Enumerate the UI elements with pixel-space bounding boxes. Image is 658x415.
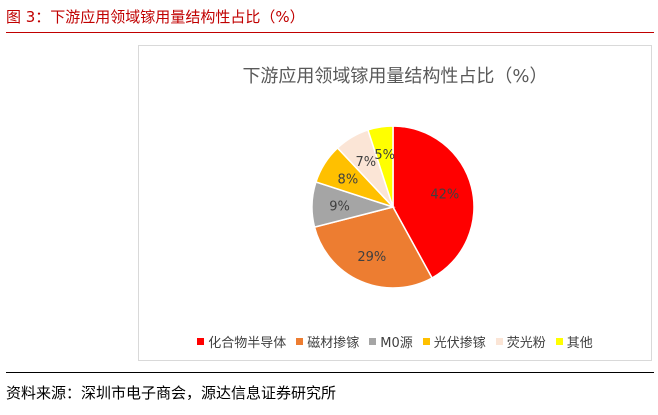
- legend-swatch: [422, 338, 430, 345]
- legend-label: 光伏掺镓: [433, 336, 486, 351]
- legend-item: M0源: [369, 332, 413, 351]
- pie-data-label: 42%: [430, 188, 459, 203]
- pie-data-label: 7%: [355, 155, 376, 170]
- legend-label: M0源: [380, 336, 413, 351]
- chart-area: 下游应用领域镓用量结构性占比（%） 42% 29% 9% 8% 7% 5% 化合物半导体 磁…: [138, 45, 652, 361]
- pie-slice: [392, 125, 475, 280]
- legend-label: 化合物半导体: [208, 336, 287, 351]
- pie-slice: [313, 206, 434, 289]
- pie-data-label: 29%: [357, 250, 386, 265]
- legend-item: 光伏掺镓: [422, 332, 486, 351]
- legend-item: 磁材掺镓: [296, 332, 359, 351]
- chart-legend: 化合物半导体 磁材掺镓 M0源 光伏掺镓 荧光粉 其他: [139, 332, 651, 351]
- legend-label: 荧光粉: [506, 336, 546, 351]
- legend-swatch: [296, 338, 304, 345]
- source-divider: [6, 372, 654, 373]
- pie-data-label: 8%: [338, 172, 359, 187]
- legend-swatch: [197, 338, 205, 345]
- legend-label: 其他: [566, 336, 593, 351]
- legend-item: 其他: [555, 332, 593, 351]
- source-note: 资料来源：深圳市电子商会，源达信息证券研究所: [6, 384, 337, 402]
- pie-chart: 42% 29% 9% 8% 7%5%: [311, 125, 475, 289]
- legend-item: 化合物半导体: [197, 332, 286, 351]
- legend-label: 磁材掺镓: [307, 336, 360, 351]
- pie-data-label: 9%: [329, 199, 350, 214]
- pie-slice: [367, 125, 394, 208]
- caption-divider: [6, 32, 654, 33]
- legend-swatch: [495, 338, 503, 345]
- legend-swatch: [369, 338, 377, 345]
- legend-item: 荧光粉: [495, 332, 546, 351]
- legend-swatch: [555, 338, 563, 345]
- pie-data-label: 5%: [374, 148, 395, 163]
- chart-title: 下游应用领域镓用量结构性占比（%）: [242, 66, 548, 87]
- figure-caption: 图 3：下游应用领域镓用量结构性占比（%）: [6, 8, 305, 26]
